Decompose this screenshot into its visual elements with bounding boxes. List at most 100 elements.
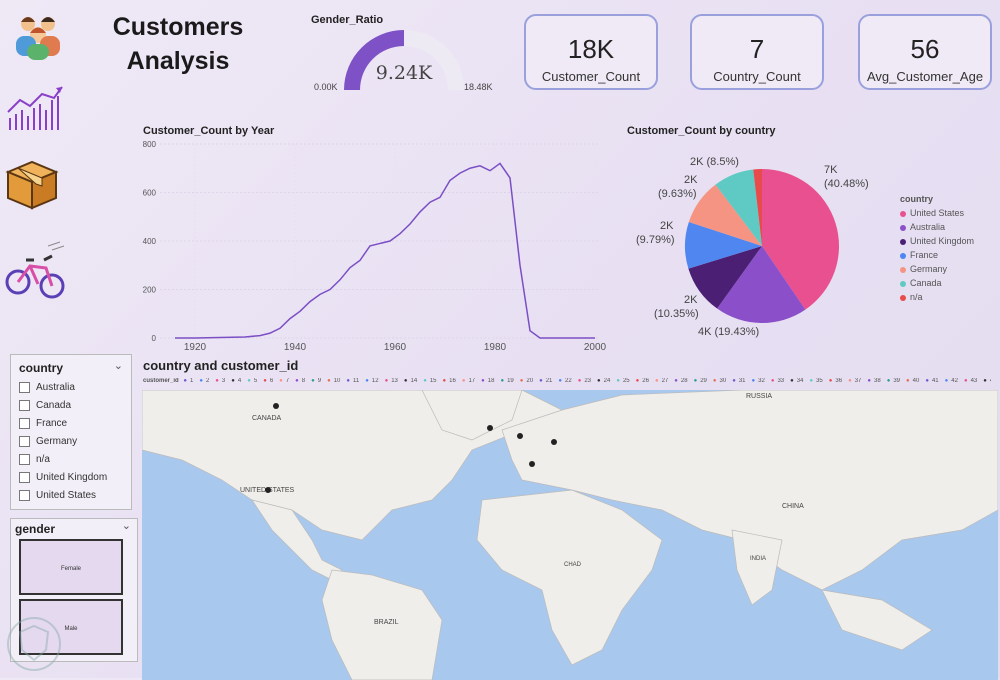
country-option[interactable]: United Kingdom — [11, 469, 131, 487]
map-legend-id: 31 — [738, 378, 746, 384]
map-legend-item: ● 34 — [790, 378, 806, 384]
pie-legend-item[interactable]: France — [900, 248, 974, 262]
pie-chart-panel[interactable]: Customer_Count by country 7K (40.48%) 4K… — [622, 120, 998, 356]
country-option[interactable]: France — [11, 415, 131, 433]
gender-slicer[interactable]: gender ⌄ Female Male — [10, 518, 138, 662]
map-legend-id: 23 — [584, 378, 591, 384]
gender-ratio-gauge[interactable]: Gender_Ratio 9.24K 0.00K 18.48K — [306, 10, 502, 94]
pie-legend-item[interactable]: Canada — [900, 276, 974, 290]
gender-tile-male[interactable]: Male — [19, 599, 123, 655]
x-tick-label: 1980 — [484, 342, 507, 353]
pie-legend-item[interactable]: United States — [900, 206, 974, 220]
map-legend-item: ● 20 — [520, 378, 536, 384]
pie-slice-australia[interactable] — [717, 246, 806, 323]
country-option[interactable]: Germany — [11, 433, 131, 451]
legend-dot-icon: ● — [403, 378, 408, 384]
map-legend-id: 35 — [816, 378, 823, 384]
pie-legend-item[interactable]: n/a — [900, 290, 974, 304]
map-label-russia: RUSSIA — [746, 393, 772, 400]
map-legend-item: ● 11 — [346, 378, 362, 384]
country-option[interactable]: United States — [11, 487, 131, 505]
country-slicer[interactable]: country ⌄ Australia Canada France Germany n/… — [10, 354, 132, 510]
legend-dot-icon: ● — [558, 378, 562, 384]
pie-legend-title: country — [900, 194, 934, 204]
map-point-united-kingdom[interactable] — [517, 433, 523, 439]
legend-dot-icon: ● — [983, 378, 987, 384]
map-legend-item: ● 24 — [597, 378, 613, 384]
pie-legend-item[interactable]: United Kingdom — [900, 234, 974, 248]
legend-dot-icon: ● — [183, 378, 187, 384]
chevron-down-icon[interactable]: ⌄ — [113, 360, 123, 372]
kpi-avg-customer-age[interactable]: 56 Avg_Customer_Age — [858, 14, 992, 90]
checkbox[interactable] — [19, 489, 30, 501]
map-legend-item: ● 37 — [848, 378, 864, 384]
land-south-america — [321, 569, 443, 680]
country-option-label: United Kingdom — [36, 472, 108, 483]
pie-slice-united-kingdom[interactable] — [688, 246, 762, 309]
world-map[interactable]: CANADA UNITED STATES BRAZIL CHINA RUSSIA… — [142, 390, 998, 680]
pie-label-us-pct: (40.48%) — [824, 178, 869, 190]
checkbox[interactable] — [19, 471, 30, 483]
pie-legend-label: Germany — [910, 264, 948, 274]
legend-dot-icon: ● — [790, 378, 794, 384]
kpi-customer-count[interactable]: 18K Customer_Count — [524, 14, 658, 90]
map-point-canada[interactable] — [273, 403, 279, 409]
map-title: country and customer_id — [143, 358, 299, 373]
map-legend-label: customer_id — [143, 378, 179, 384]
pie-slice-united-states[interactable] — [762, 169, 839, 310]
legend-dot-icon: ● — [597, 378, 601, 384]
pie-legend-item[interactable]: Germany — [900, 262, 974, 276]
map-label-chad: CHAD — [564, 562, 582, 568]
line-chart-title: Customer_Count by Year — [143, 125, 275, 137]
country-option[interactable]: n/a — [11, 451, 131, 469]
pie-slice-n-a[interactable] — [753, 169, 762, 246]
gauge-fill — [344, 30, 404, 90]
map-legend-item: ● 40 — [906, 378, 922, 384]
map-legend-id: 15 — [429, 378, 437, 384]
pie-legend-item[interactable]: Australia — [900, 220, 974, 234]
pie-legend: country United States Australia United Kin… — [900, 194, 974, 304]
kpi-country-count[interactable]: 7 Country_Count — [690, 14, 824, 90]
checkbox[interactable] — [19, 435, 30, 447]
kpi-label: Avg_Customer_Age — [866, 69, 984, 84]
pie-label-fr-value: 2K — [660, 220, 674, 232]
map-panel[interactable]: country and customer_id customer_id ● 1 ● 2… — [140, 356, 998, 680]
country-slicer-title: country — [19, 361, 64, 375]
country-option-label: France — [36, 418, 68, 429]
map-legend-id: 24 — [603, 378, 611, 384]
gender-tile-female[interactable]: Female — [19, 539, 123, 595]
map-legend: customer_id ● 1 ● 2 ● 3 ● 4 ● 5 ● 6 ● 7 ● 8 ● 9 ● 10 ● 11 ● 12 ●… — [143, 378, 991, 384]
map-point-germany[interactable] — [551, 439, 557, 445]
map-legend-item: ● 2 — [199, 378, 212, 384]
map-legend-id: 14 — [410, 378, 418, 384]
country-option[interactable]: Canada — [11, 397, 131, 415]
legend-dot-icon: ● — [539, 378, 543, 384]
pie-legend-label: Canada — [910, 278, 942, 288]
country-option[interactable]: Australia — [11, 379, 131, 397]
map-point-united-states[interactable] — [265, 487, 271, 493]
legend-dot-icon — [900, 266, 906, 273]
checkbox[interactable] — [19, 381, 30, 393]
checkbox[interactable] — [19, 417, 30, 429]
map-point-n-a[interactable] — [487, 425, 493, 431]
pie-slice-germany[interactable] — [688, 184, 762, 246]
map-legend-item: ● 5 — [247, 378, 260, 384]
map-legend-id: 6 — [269, 378, 274, 384]
map-legend-item: ● 1 — [183, 378, 196, 384]
map-legend-id: 9 — [317, 378, 322, 384]
x-tick-label: 1920 — [184, 342, 207, 353]
legend-dot-icon — [900, 238, 906, 245]
kpi-label: Customer_Count — [541, 69, 641, 84]
kpi-label: Country_Count — [713, 69, 801, 84]
map-point-france[interactable] — [529, 461, 535, 467]
checkbox[interactable] — [19, 399, 30, 411]
chevron-down-icon[interactable]: ⌄ — [121, 520, 131, 532]
map-legend-id: 40 — [912, 378, 920, 384]
map-legend-item: ● 36 — [829, 378, 845, 384]
gauge-title: Gender_Ratio — [311, 14, 384, 26]
line-chart-panel[interactable]: Customer_Count by Year 0 200 400 600 800 1920… — [138, 120, 608, 356]
pie-slice-france[interactable] — [685, 221, 762, 269]
pie-slice-canada[interactable] — [715, 169, 762, 246]
legend-dot-icon: ● — [751, 378, 756, 384]
checkbox[interactable] — [19, 453, 30, 465]
